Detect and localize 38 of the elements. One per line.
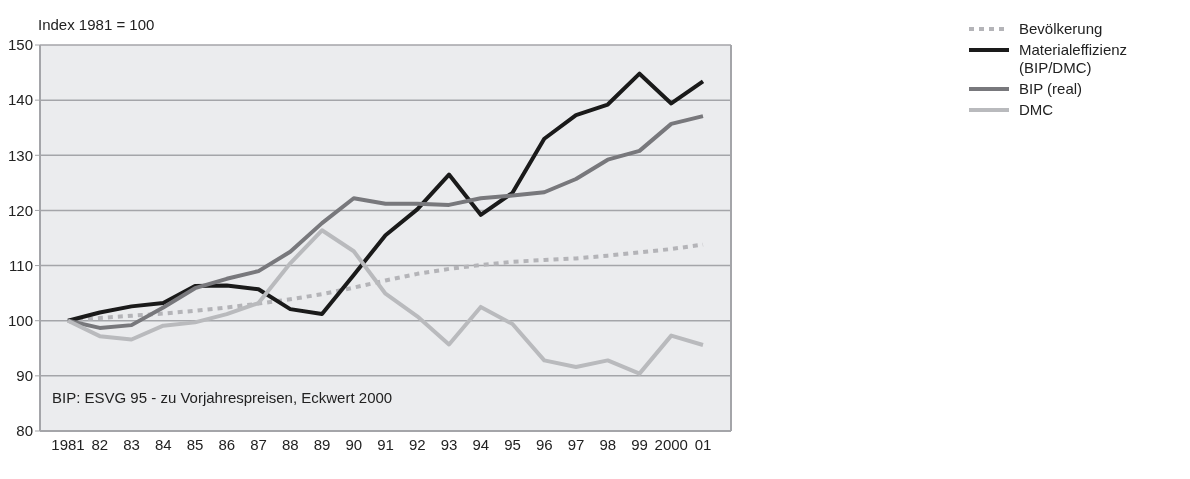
- x-tick-label: 91: [377, 435, 394, 453]
- x-tick-label: 85: [186, 435, 204, 453]
- x-tick-label: 99: [631, 435, 648, 453]
- annotation: BIP: ESVG 95 - zu Vorjahrespreisen, Eckwert 2000: [52, 389, 393, 406]
- y-tick-label: 150: [7, 36, 33, 54]
- x-tick-label: 88: [281, 435, 299, 453]
- line-series: [66, 71, 705, 323]
- x-tick-label: 89: [313, 435, 331, 453]
- legend-label: Bevölkerung: [1019, 20, 1103, 38]
- x-tick-label: 90: [345, 435, 363, 453]
- x-tick-label: 1981: [51, 435, 85, 453]
- y-tick-label: 130: [7, 146, 33, 164]
- y-tick-label: 90: [16, 367, 33, 385]
- y-tick-label: 120: [7, 201, 33, 219]
- y-tick-label: 140: [7, 91, 33, 109]
- x-tick-label: 2000: [654, 435, 688, 453]
- legend-label: BIP (real): [1019, 80, 1083, 98]
- x-tick-label: 82: [91, 435, 109, 453]
- x-tick-label: 96: [535, 435, 553, 453]
- x-tick-label: 95: [504, 435, 521, 453]
- x-tick-label: 84: [154, 435, 172, 453]
- x-tick-label: 01: [694, 435, 712, 453]
- y-tick-label: 110: [9, 256, 33, 274]
- line-series: [66, 114, 705, 330]
- x-tick-label: 83: [123, 435, 140, 453]
- x-tick-label: 98: [599, 435, 617, 453]
- x-tick-label: 93: [440, 435, 458, 453]
- y-tick-label: 100: [7, 312, 33, 330]
- x-tick-label: 87: [250, 435, 267, 453]
- x-tick-label: 92: [408, 435, 426, 453]
- line-series: [66, 228, 705, 376]
- y-axis-title: Index 1981 = 100: [38, 16, 155, 33]
- legend-label: Materialeffizienz (BIP/DMC): [1019, 41, 1129, 77]
- legend-label: DMC: [1019, 101, 1054, 119]
- x-tick-label: 86: [218, 435, 236, 453]
- y-tick-label: 80: [16, 422, 33, 440]
- x-tick-label: 97: [567, 435, 585, 453]
- x-tick-label: 94: [472, 435, 490, 453]
